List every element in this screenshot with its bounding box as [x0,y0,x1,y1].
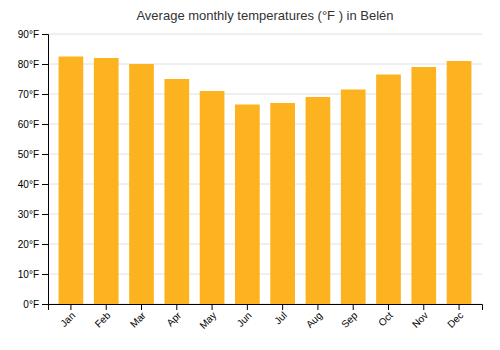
bar [235,105,260,305]
x-tick: Nov [410,304,430,330]
y-tick: 10°F [18,269,48,280]
y-tick: 60°F [18,119,48,130]
x-tick-mark [70,304,71,310]
y-tick-mark [42,34,48,35]
y-tick-mark [42,94,48,95]
x-tick-mark [106,304,107,310]
x-tick-mark [423,304,424,310]
bar [270,103,295,304]
bar [59,57,84,305]
y-tick-label: 20°F [18,239,39,250]
y-tick-label: 90°F [18,29,39,40]
y-tick-label: 80°F [18,59,39,70]
grid-line [48,34,482,35]
y-tick-mark [42,64,48,65]
x-tick: Sep [339,304,360,330]
y-axis-line [42,35,49,305]
plot: 0°F 10°F 20°F 30°F 40°F 50°F 60°F 70°F 80°F 90°F J… [18,29,483,331]
bar [164,79,189,304]
title: Average monthly temperatures (°F ) in Be… [136,8,393,23]
chart-container: 0°F 10°F 20°F 30°F 40°F 50°F 60°F 70°F 80°F 90°F J… [0,0,500,350]
y-tick-label: 0°F [23,299,39,310]
bar [129,64,154,304]
y-tick-mark [42,154,48,155]
y-tick-label: 40°F [18,179,39,190]
x-tick-mark [247,304,248,310]
y-tick: 80°F [18,59,48,70]
bars [59,57,472,305]
y-tick: 0°F [23,299,48,310]
x-tick: Apr [164,304,183,328]
x-tick: Jun [235,304,254,329]
x-tick: Mar [128,304,148,330]
y-tick-label: 70°F [18,89,39,100]
y-tick-mark [42,244,48,245]
y-tick: 90°F [18,29,48,40]
y-tick: 70°F [18,89,48,100]
y-tick: 50°F [18,149,48,160]
x-tick-label: Sep [339,309,360,330]
bar [376,75,401,305]
x-tick-mark [141,304,142,310]
y-tick-label: 60°F [18,119,39,130]
x-tick-mark [212,304,213,310]
bar [306,97,331,304]
x-tick-label: Apr [164,309,183,328]
y-tick: 40°F [18,179,48,190]
x-tick-label: Oct [376,310,395,329]
x-tick: Feb [93,304,113,330]
x-tick-label: Jan [58,310,77,329]
y-tick-mark [42,124,48,125]
y-tick-mark [42,274,48,275]
grid [48,34,482,304]
x-tick-mark [353,304,354,310]
bar [341,90,366,305]
x-tick-mark [388,304,389,310]
y-tick-label: 50°F [18,149,39,160]
y-tick-mark [42,214,48,215]
x-tick-label: Dec [445,310,465,330]
x-axis-line [49,305,483,311]
y-tick-label: 30°F [18,209,39,220]
x-tick-label: Nov [410,310,430,330]
x-axis: Jan Feb Mar Apr May Jun Jul Aug Sep Oct Nov Dec [49,304,483,331]
x-tick: Jul [272,304,289,326]
x-tick-label: Mar [128,309,148,329]
x-tick-mark [459,304,460,310]
x-tick-mark [282,304,283,310]
y-tick: 20°F [18,239,48,250]
x-tick-label: Jul [272,310,289,327]
x-tick-label: Feb [93,309,113,329]
x-tick: Dec [445,304,465,330]
x-tick-label: Jun [235,310,254,329]
x-tick-label: Aug [304,310,324,330]
x-tick-mark [176,304,177,310]
x-tick-mark [317,304,318,310]
chart-svg: 0°F 10°F 20°F 30°F 40°F 50°F 60°F 70°F 80°F 90°F J… [0,0,500,350]
x-tick: Jan [58,304,77,329]
bar [447,61,472,304]
y-tick-label: 10°F [18,269,39,280]
x-tick: Oct [376,304,395,328]
x-tick-label: May [197,310,218,331]
bar [200,91,225,304]
bar [411,67,436,304]
x-tick: Aug [304,304,324,330]
y-axis: 0°F 10°F 20°F 30°F 40°F 50°F 60°F 70°F 80°F 90°F [18,29,49,310]
bar [94,58,119,304]
y-tick: 30°F [18,209,48,220]
y-tick-mark [42,184,48,185]
x-tick: May [197,304,218,331]
y-tick-mark [42,304,48,305]
